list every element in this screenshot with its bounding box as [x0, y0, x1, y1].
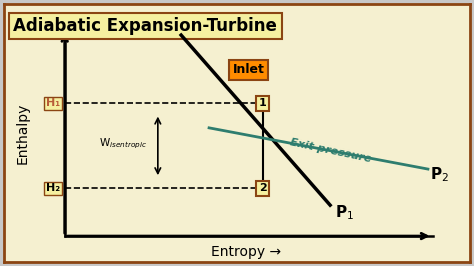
Text: Exit pressure: Exit pressure [289, 138, 372, 165]
Text: W$_{isentropic}$: W$_{isentropic}$ [99, 136, 147, 151]
Text: Inlet: Inlet [233, 63, 264, 76]
Text: 1: 1 [259, 98, 266, 108]
Text: H₁: H₁ [46, 98, 60, 108]
Text: Enthalpy: Enthalpy [16, 102, 30, 164]
Text: 2: 2 [259, 183, 266, 193]
Text: P$_1$: P$_1$ [335, 203, 354, 222]
Text: P$_2$: P$_2$ [430, 165, 449, 184]
Text: Adiabatic Expansion-Turbine: Adiabatic Expansion-Turbine [13, 17, 277, 35]
Text: Entropy →: Entropy → [211, 245, 282, 259]
Text: H₂: H₂ [46, 183, 60, 193]
